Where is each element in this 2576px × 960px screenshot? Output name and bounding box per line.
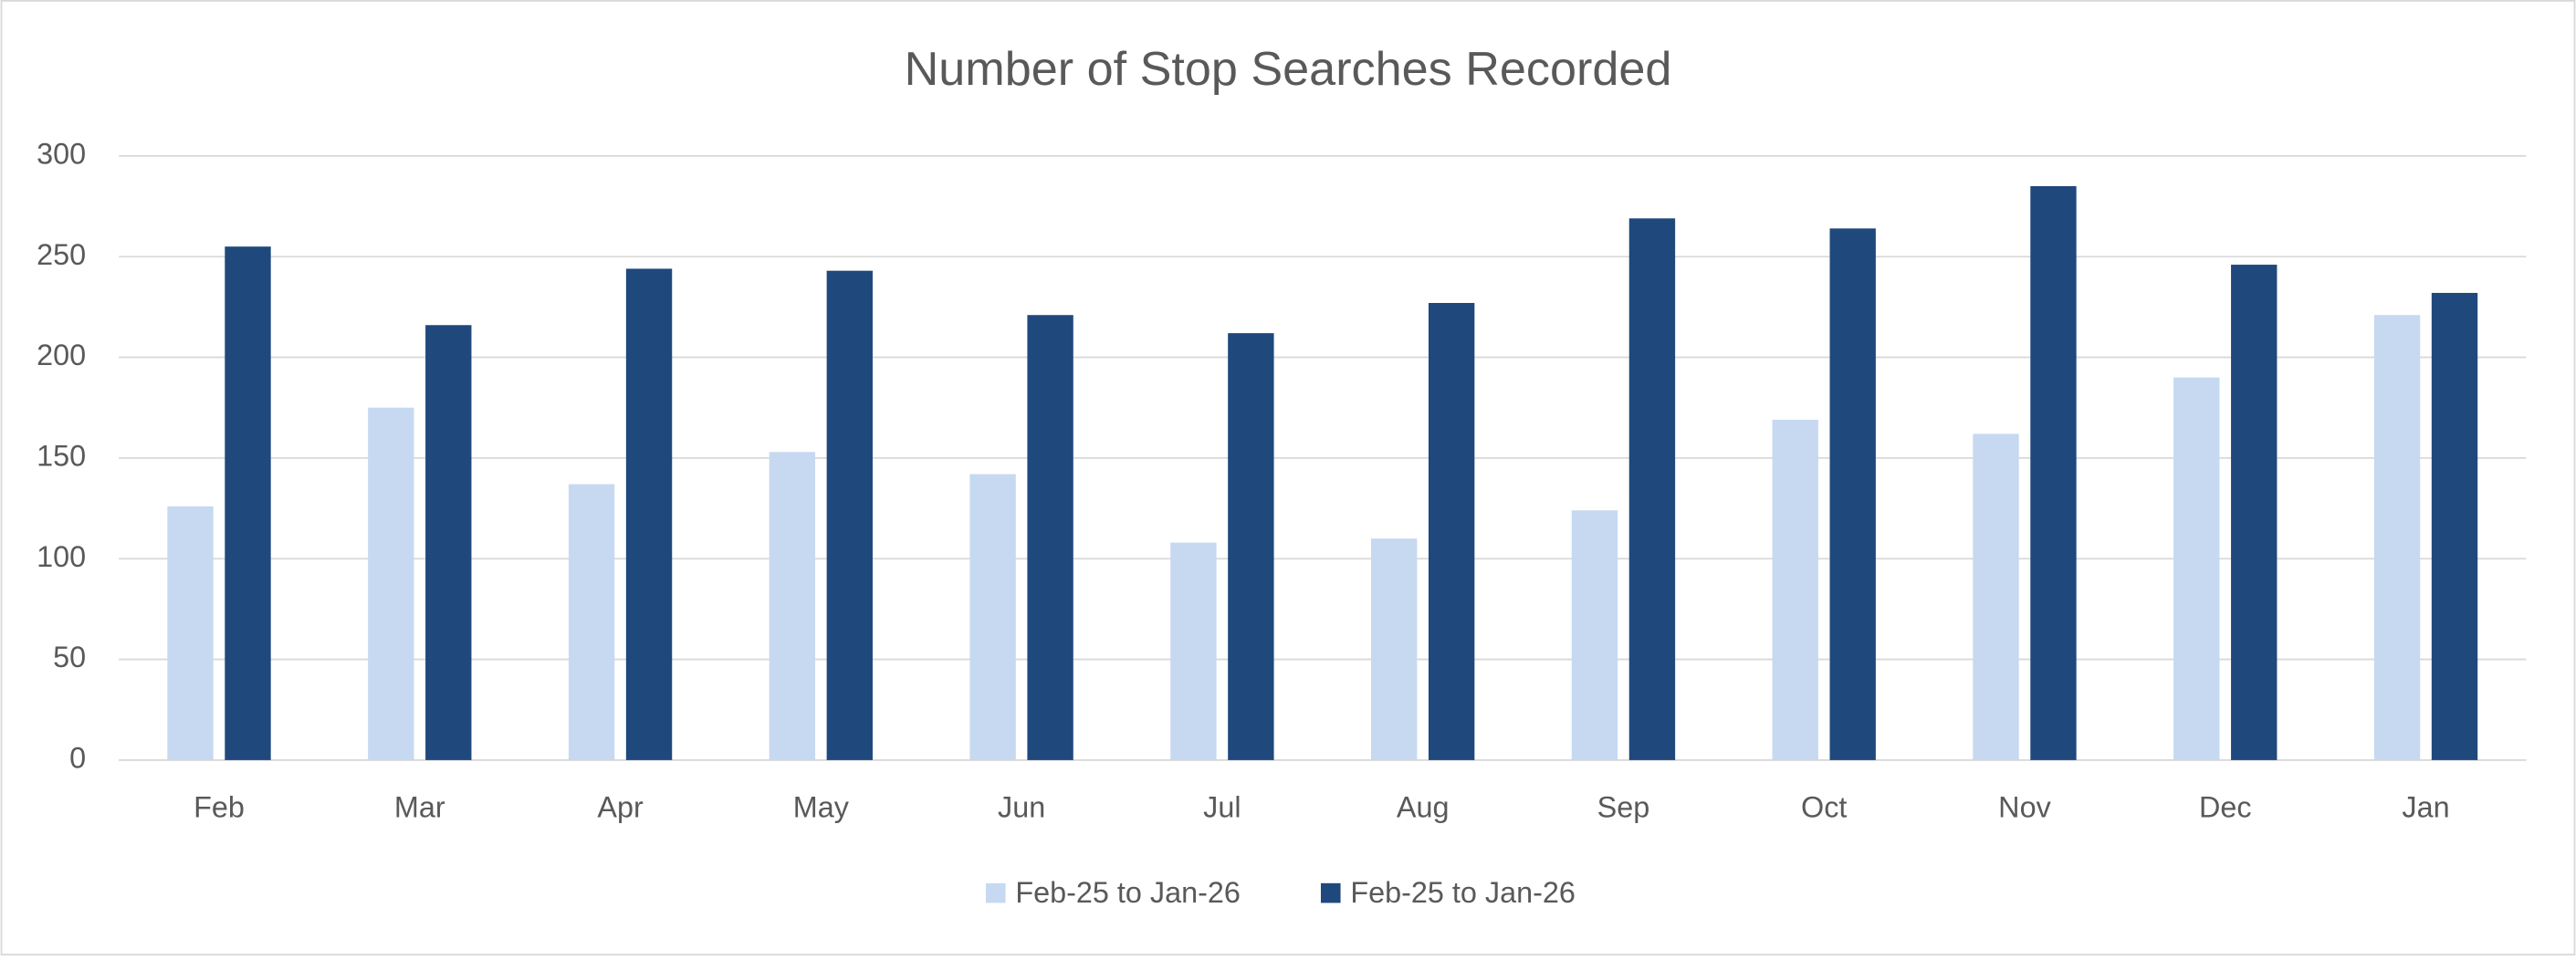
y-tick-label: 200 <box>37 339 86 371</box>
x-tick-label: Aug <box>1397 790 1450 823</box>
y-tick-label: 100 <box>37 540 86 573</box>
bar <box>2030 186 2077 760</box>
bar <box>1170 542 1217 760</box>
bar <box>225 246 271 760</box>
bar <box>2373 315 2421 760</box>
bar <box>368 407 414 760</box>
x-tick-label: Nov <box>1998 790 2051 823</box>
x-tick-label: May <box>793 790 850 823</box>
bar <box>1228 333 1274 760</box>
bar <box>1571 510 1618 760</box>
y-tick-label: 50 <box>53 641 86 673</box>
x-tick-label: Apr <box>597 790 644 823</box>
x-tick-label: Mar <box>394 790 445 823</box>
bar <box>2173 377 2220 760</box>
x-tick-label: Sep <box>1597 790 1650 823</box>
x-tick-label: Oct <box>1801 790 1847 823</box>
bar <box>1973 433 2019 760</box>
bar <box>1027 315 1073 760</box>
legend-swatch <box>985 882 1006 903</box>
bar <box>568 484 615 760</box>
bar <box>1370 538 1418 760</box>
bar <box>1428 302 1475 760</box>
x-tick-label: Feb <box>194 790 245 823</box>
legend-label: Feb-25 to Jan-26 <box>1350 876 1576 909</box>
bar <box>1772 419 1818 760</box>
bar <box>826 270 874 760</box>
y-tick-label: 150 <box>37 439 86 472</box>
bar <box>2231 265 2278 760</box>
y-tick-label: 300 <box>37 137 86 170</box>
legend-swatch <box>1320 882 1341 903</box>
x-tick-label: Dec <box>2199 790 2252 823</box>
bar <box>969 474 1016 760</box>
chart-title: Number of Stop Searches Recorded <box>905 43 1672 96</box>
bar <box>1628 218 1676 760</box>
y-tick-label: 0 <box>69 741 86 774</box>
x-tick-label: Jul <box>1203 790 1241 823</box>
legend-label: Feb-25 to Jan-26 <box>1015 876 1241 909</box>
y-tick-label: 250 <box>37 238 86 271</box>
bar <box>1829 228 1876 760</box>
x-tick-label: Jan <box>2402 790 2449 823</box>
bar <box>2431 292 2478 760</box>
bar <box>425 325 472 760</box>
bar <box>769 452 816 760</box>
x-tick-label: Jun <box>998 790 1045 823</box>
bar <box>625 268 673 760</box>
bar <box>167 506 214 760</box>
